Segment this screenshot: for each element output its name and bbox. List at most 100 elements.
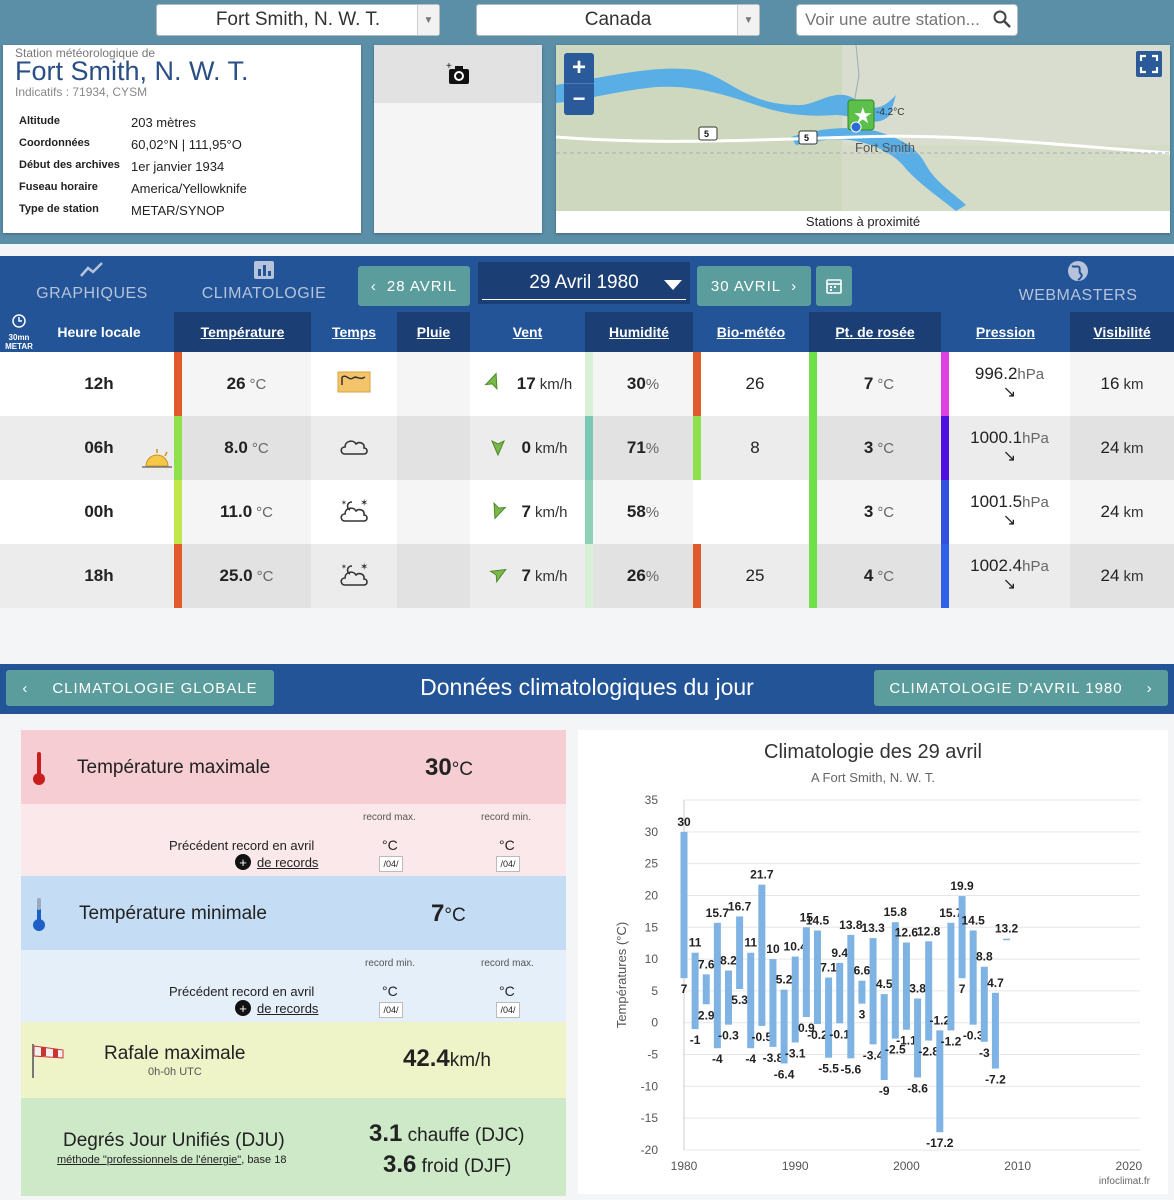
- graphiques-tab[interactable]: GRAPHIQUES: [30, 260, 154, 303]
- country-select[interactable]: Canada ▼: [476, 4, 760, 36]
- records-link[interactable]: + de records: [235, 1000, 318, 1016]
- webmasters-tab[interactable]: WEBMASTERS: [1012, 260, 1144, 305]
- row-vent: 17: [516, 374, 536, 393]
- hum-color-bar: [585, 352, 593, 416]
- fullscreen-icon[interactable]: [1136, 51, 1162, 77]
- row-pression: 1001.5: [970, 492, 1023, 511]
- bar-min-label: 7: [681, 982, 688, 996]
- climatologie-tab[interactable]: CLIMATOLOGIE: [198, 260, 330, 303]
- bar-chart-icon: [254, 261, 274, 279]
- row-pression: 1000.1: [970, 428, 1023, 447]
- row-vis: 16: [1100, 374, 1120, 393]
- col-pluie[interactable]: Pluie: [416, 324, 451, 340]
- record-max-header: record max.: [363, 812, 416, 823]
- weather-icon-cell: [311, 416, 397, 480]
- zoom-out-button[interactable]: −: [564, 83, 594, 113]
- x-tick-label: 2010: [1004, 1159, 1031, 1173]
- djc-label: chauffe (DJC): [407, 1125, 525, 1146]
- djf-label: froid (DJF): [421, 1156, 512, 1177]
- dju-method-link[interactable]: méthode "professionnels de l'énergie": [57, 1154, 242, 1166]
- y-tick-label: 35: [645, 793, 659, 807]
- nearby-stations-link[interactable]: Stations à proximité: [556, 211, 1170, 233]
- col-biometeo[interactable]: Bio-météo: [716, 324, 786, 340]
- svg-text:✶: ✶: [360, 562, 368, 573]
- bar-max-label: 14.5: [806, 913, 830, 927]
- map-card[interactable]: 5 5 ★ -4.2°C Fort Smith + − Stations à p…: [556, 45, 1170, 233]
- station-select[interactable]: Fort Smith, N. W. T. ▼: [156, 4, 440, 36]
- col-temperature[interactable]: Température: [200, 324, 285, 340]
- date-picker[interactable]: 29 Avril 1980: [478, 262, 690, 304]
- dju-label: Degrés Jour Unifiés (DJU): [63, 1130, 285, 1151]
- bar-min-label: -3.8: [763, 1051, 784, 1065]
- station-name: Fort Smith, N. W. T.: [15, 56, 249, 86]
- rafale-box: Rafale maximale 0h-0h UTC 42.4km/h: [21, 1022, 566, 1098]
- bio-color-bar: [693, 416, 701, 480]
- bar-max-label: 15: [800, 910, 814, 924]
- tmin-label: Température minimale: [79, 903, 267, 924]
- zoom-in-button[interactable]: +: [571, 54, 586, 81]
- map-canvas[interactable]: 5 5 ★ -4.2°C Fort Smith: [556, 45, 1170, 211]
- svg-text:✶: ✶: [341, 499, 347, 507]
- col-pression[interactable]: Pression: [975, 324, 1036, 340]
- range-bar: [825, 977, 833, 1058]
- prev-day-button[interactable]: ‹ 28 AVRIL: [358, 266, 470, 306]
- next-day-button[interactable]: 30 AVRIL ›: [697, 266, 811, 306]
- search-icon[interactable]: [992, 9, 1012, 34]
- night-cloud-icon: ✶ ✶: [338, 496, 370, 529]
- col-rosee[interactable]: Pt. de rosée: [835, 324, 915, 340]
- chevron-down-icon[interactable]: ▼: [737, 5, 759, 35]
- night-cloud-icon: ✶ ✶: [338, 560, 370, 593]
- prev-record-label: Précédent record en avril: [169, 838, 315, 853]
- svg-text:+: +: [446, 61, 452, 72]
- row-pression: 1002.4: [970, 556, 1023, 575]
- record-max-unit: °C: [382, 837, 398, 853]
- tmax-box: Température maximale 30°C: [21, 730, 566, 804]
- range-bar: [858, 980, 866, 1004]
- row-hum: 58: [626, 502, 646, 521]
- global-climato-button[interactable]: ‹ CLIMATOLOGIE GLOBALE: [6, 670, 274, 706]
- row-rosee-unit: °C: [877, 567, 895, 585]
- bar-min-label: -3.1: [785, 1046, 806, 1060]
- prev-day-label: 28 AVRIL: [386, 277, 458, 295]
- calendar-button[interactable]: [816, 266, 852, 306]
- april-climato-label: CLIMATOLOGIE D'AVRIL 1980: [889, 679, 1123, 697]
- row-rosee: 4: [863, 566, 874, 585]
- dew-color-bar: [809, 352, 817, 416]
- bar-max-label: 7.1: [820, 961, 837, 975]
- bar-max-label: 3.8: [909, 982, 926, 996]
- records-link[interactable]: + de records: [235, 854, 318, 870]
- row-hum-unit: %: [645, 503, 660, 521]
- x-tick-label: 2020: [1116, 1159, 1143, 1173]
- y-tick-label: 25: [645, 857, 659, 871]
- col-temps[interactable]: Temps: [331, 324, 377, 340]
- bar-min-label: -2.5: [885, 1043, 906, 1057]
- add-photo-icon[interactable]: +: [446, 61, 472, 92]
- chevron-down-icon: [664, 276, 682, 298]
- bar-min-label: -4: [712, 1052, 723, 1066]
- col-visibilite[interactable]: Visibilité: [1093, 324, 1151, 340]
- range-bar: [724, 970, 732, 1025]
- april-climato-button[interactable]: CLIMATOLOGIE D'AVRIL 1980 ›: [874, 670, 1168, 706]
- bar-min-label: -7.2: [985, 1073, 1006, 1087]
- bar-max-label: 15.7: [939, 906, 963, 920]
- bio-color-bar: [693, 544, 701, 608]
- station-select-value: Fort Smith, N. W. T.: [215, 9, 381, 30]
- bar-min-label: -2.8: [918, 1045, 939, 1059]
- col-humidite[interactable]: Humidité: [609, 324, 669, 340]
- svg-text:★: ★: [853, 103, 873, 128]
- chevron-left-icon: ‹: [370, 277, 377, 295]
- chevron-down-icon[interactable]: ▼: [417, 5, 439, 35]
- bar-min-label: -0.3: [963, 1029, 984, 1043]
- range-bar: [702, 974, 710, 1005]
- record-max-date: /04/: [496, 1002, 520, 1018]
- station-search-input[interactable]: [796, 4, 1018, 36]
- source-label: METAR: [5, 342, 33, 351]
- records-link-label: de records: [257, 1000, 319, 1016]
- djf-value: 3.6: [383, 1151, 417, 1178]
- chart-credit: infoclimat.fr: [1099, 1176, 1151, 1187]
- pressure-trend-icon: ↘: [1002, 512, 1017, 529]
- col-vent[interactable]: Vent: [512, 324, 543, 340]
- row-heure: 06h: [84, 438, 114, 457]
- col-heure: Heure locale: [57, 324, 141, 340]
- dju-base: , base 18: [241, 1154, 287, 1166]
